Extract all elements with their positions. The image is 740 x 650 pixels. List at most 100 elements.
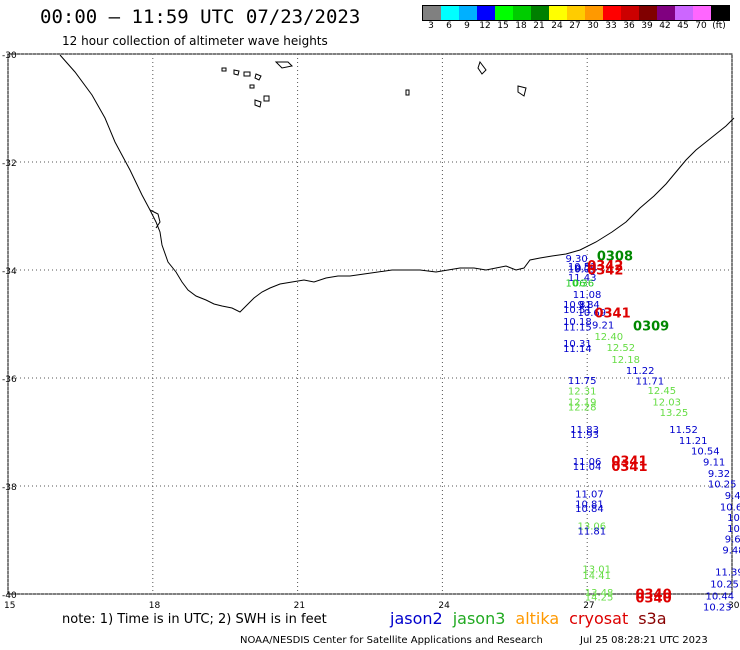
wave-height-value: 11.75 [568,376,597,387]
island-11 [517,85,527,97]
color-swatch [423,6,441,20]
color-scale-label: 15 [497,21,509,31]
color-scale [422,5,730,21]
color-scale-label: 21 [533,21,545,31]
wave-height-value: 12.45 [648,386,677,397]
island-7 [254,99,262,108]
wave-height-value: 9.84 [578,300,600,311]
wave-height-value: 10.05 [568,265,597,276]
color-swatch [567,6,585,20]
wave-height-value: 11.21 [679,436,708,447]
wave-height-value: 10.69 [578,308,607,319]
wave-height-value: 12.03 [652,398,681,409]
island-5 [249,84,255,89]
wave-height-value: 9.74 [575,264,597,275]
pass-time-label: 0341 [594,307,630,322]
wave-height-value: 10.87 [727,513,740,524]
wave-height-value: 12.40 [594,332,623,343]
lon-label: 18 [149,601,161,611]
wave-height-value: 9.32 [708,469,730,480]
wave-height-value: 10.18 [563,317,592,328]
inland-border [149,209,161,229]
island-3 [243,71,251,77]
color-swatch [549,6,567,20]
wave-height-value: 12.31 [568,387,597,398]
island-9 [477,60,487,75]
wave-height-value: 10.51 [563,305,592,316]
wave-height-value: 11.71 [635,376,664,387]
wave-height-value: 14.25 [585,592,614,603]
pass-time-label: 0342 [587,259,623,274]
color-scale-label: 3 [428,21,434,31]
south-africa-coastline [59,54,735,313]
wave-height-value: 10.54 [691,447,720,458]
wave-height-value: 11.22 [626,366,655,377]
pass-time-label: 0340 [635,592,671,607]
wave-height-value: 11.15 [563,322,592,333]
wave-height-value: 12.52 [607,343,636,354]
color-scale-label: 27 [569,21,581,31]
wave-height-value: 10.84 [575,504,604,515]
wave-height-value: 11.52 [669,425,698,436]
footnote: note: 1) Time is in UTC; 2) SWH is in fe… [62,612,327,627]
wave-height-value: 10.81 [575,500,604,511]
island-2 [233,69,240,76]
wave-height-value: 9.48 [722,546,740,557]
legend-entry: cryosat [569,609,629,628]
color-scale-label: 36 [623,21,635,31]
color-scale-label: 6 [446,21,452,31]
wave-height-value: 10.25 [710,580,739,591]
wave-height-value: 10.25 [708,480,737,491]
wave-height-value: 13.48 [585,588,614,599]
wave-height-value: 10.23 [703,603,732,614]
pass-time-label: 0341 [611,454,647,469]
wave-height-value: 13.25 [660,408,689,419]
wave-height-value: 10.63 [727,524,740,535]
wave-height-value: 9.21 [592,320,614,331]
color-scale-label: 42 [659,21,671,31]
color-swatch [441,6,459,20]
wave-height-value: 11.06 [573,457,602,468]
lat-label: -36 [2,375,17,385]
wave-height-value: 10.31 [563,339,592,350]
color-swatch [495,6,513,20]
wave-height-value: 9.60 [725,535,740,546]
color-scale-label: 45 [677,21,689,31]
island-4 [254,73,262,81]
wave-height-value: 11.81 [578,527,607,538]
map-subtitle: 12 hour collection of altimeter wave hei… [62,34,328,48]
wave-height-value: 11.43 [568,273,597,284]
color-swatch [585,6,603,20]
color-swatch [693,6,711,20]
pass-time-label: 0340 [635,587,671,602]
coastline [59,54,735,313]
lon-label: 30 [728,601,740,611]
lat-label: -30 [2,51,17,61]
wave-height-value: 10.81 [563,300,592,311]
color-scale-label: 30 [587,21,599,31]
color-swatch [531,6,549,20]
satellite-legend: jason2 jason3 altika cryosat s3a [390,609,677,628]
color-swatch [711,6,729,20]
lon-label: 15 [4,601,15,611]
color-swatch [621,6,639,20]
wave-height-value: 11.39 [715,568,740,579]
wave-height-value: 06 [573,279,586,290]
credit-date: Jul 25 08:28:21 UTC 2023 [580,635,708,646]
island-10 [405,89,410,96]
color-swatch [639,6,657,20]
credit-line: NOAA/NESDIS Center for Satellite Applica… [240,635,543,646]
wave-height-value: 11.07 [575,489,604,500]
wave-height-value: 9.11 [703,457,725,468]
wave-height-value: 10.51 [568,262,597,273]
wave-height-value: 14.41 [582,571,611,582]
wave-height-value: 13.06 [578,522,607,533]
pass-time-label: 0341 [611,460,647,475]
wave-height-value: 9.30 [565,254,587,265]
wave-height-value: 11.08 [573,290,602,301]
island-8 [274,61,294,69]
color-swatch [603,6,621,20]
pass-time-label: 0308 [597,249,633,264]
color-scale-label: 9 [464,21,470,31]
